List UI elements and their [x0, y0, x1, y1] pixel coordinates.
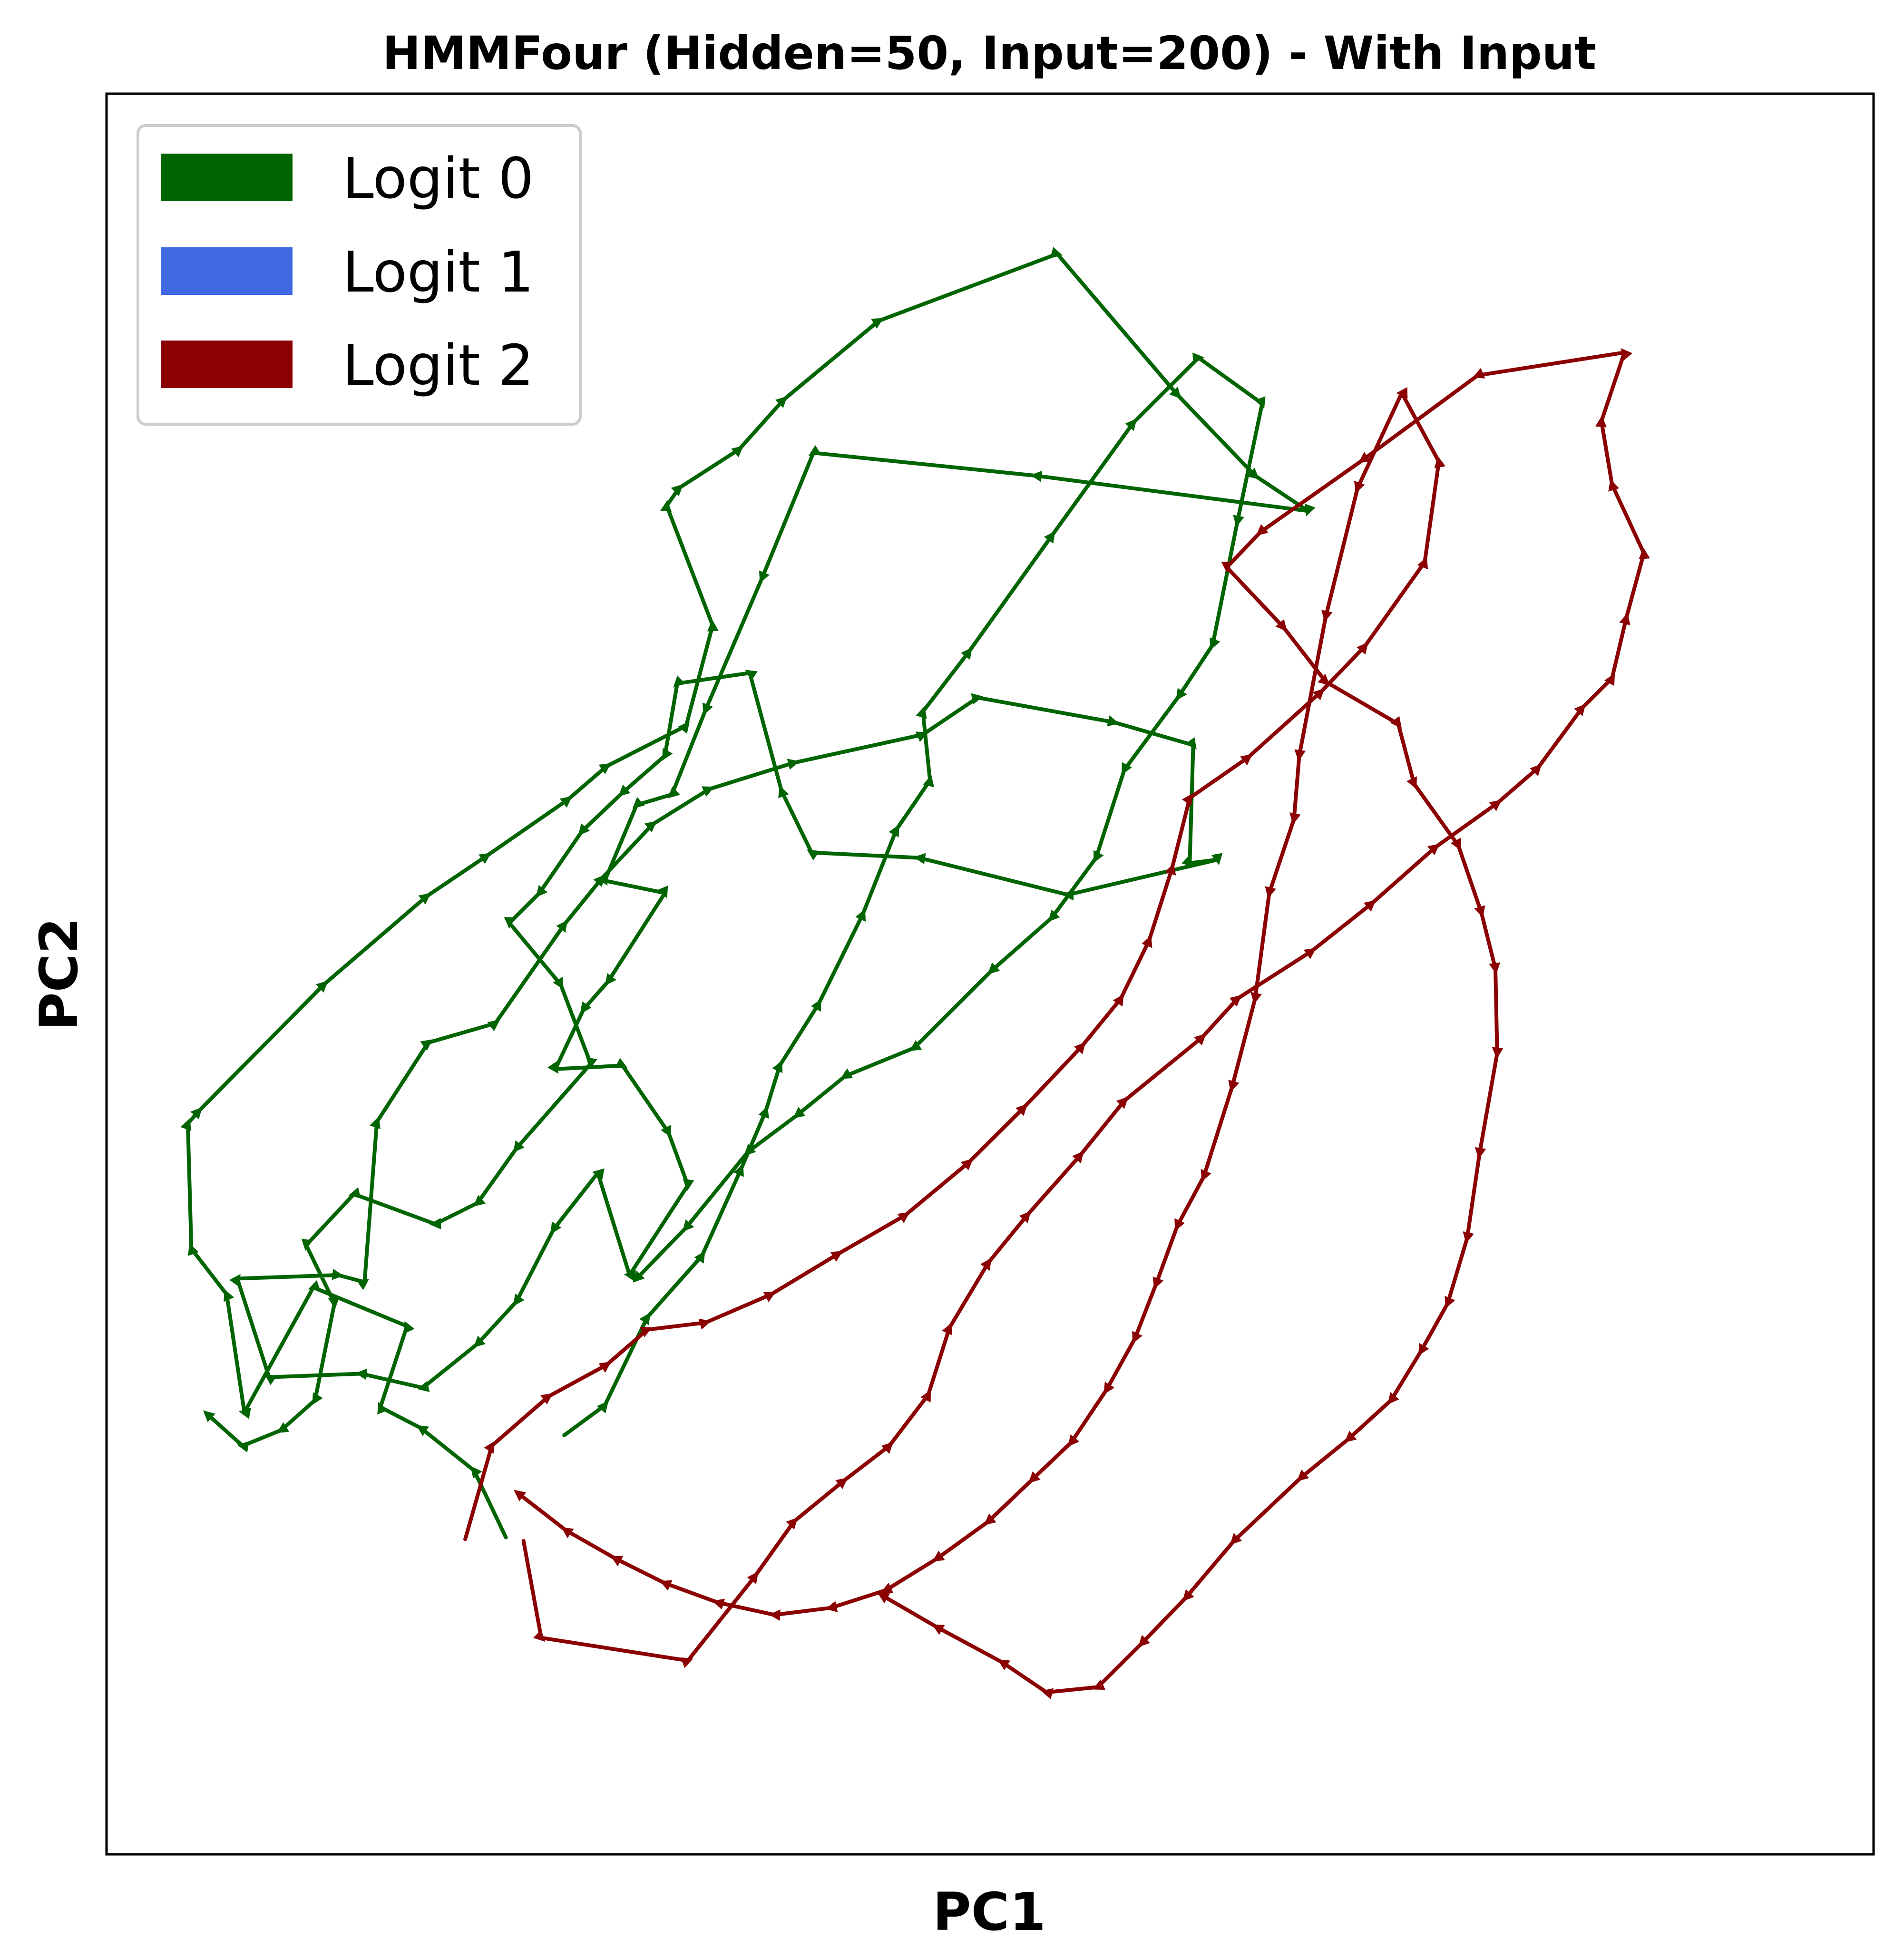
legend-swatch-logit-0 [161, 154, 293, 201]
series-logit-0-trajectory-0 [180, 247, 1316, 1539]
legend-label-logit-2: Logit 2 [342, 332, 534, 398]
series-line-logit-2 [463, 387, 1446, 1621]
series-logit-0-trajectory-1 [562, 352, 1266, 1437]
series-line-logit-2 [521, 348, 1650, 1699]
series-layer [180, 247, 1650, 1699]
legend-label-logit-0: Logit 0 [342, 146, 534, 211]
series-logit-2-trajectory-2 [521, 348, 1650, 1699]
chart-title: HMMFour (Hidden=50, Input=200) - With In… [382, 27, 1596, 80]
legend: Logit 0 Logit 1 Logit 2 [137, 124, 582, 426]
x-axis-label: PC1 [933, 1881, 1046, 1942]
plot-frame [105, 92, 1875, 1856]
series-logit-2-trajectory-3 [463, 387, 1446, 1621]
legend-label-logit-1: Logit 1 [342, 239, 534, 305]
y-axis-label: PC2 [29, 917, 89, 1031]
series-line-logit-0 [180, 247, 1316, 1539]
legend-swatch-logit-2 [161, 341, 293, 388]
series-line-logit-0 [562, 352, 1266, 1437]
legend-swatch-logit-1 [161, 247, 293, 295]
